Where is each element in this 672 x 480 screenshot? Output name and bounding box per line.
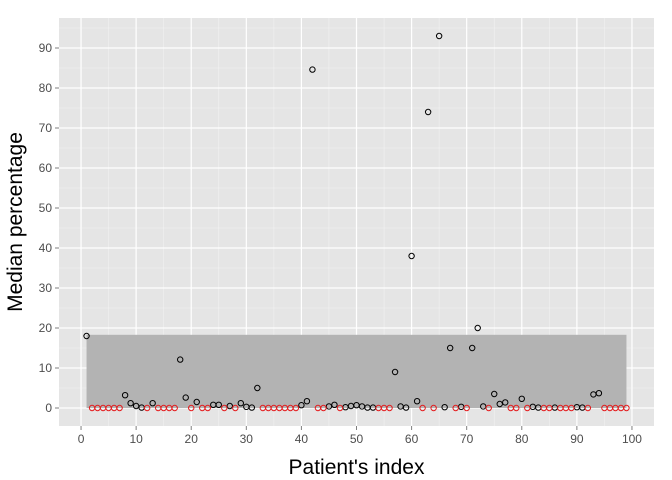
x-tick-label: 60 [405,432,419,446]
data-point [132,402,140,410]
data-point [232,404,239,412]
data-point [336,404,344,412]
data-point [402,404,410,411]
y-tick-label: 30 [39,281,53,295]
data-point [298,402,305,409]
x-tick-label: 70 [460,432,474,446]
data-point [237,400,245,407]
data-point [83,332,90,340]
y-tick-label: 20 [39,321,53,335]
data-point [221,404,228,412]
data-point [468,344,476,352]
data-point [386,404,393,412]
data-point [143,404,151,412]
data-point [325,403,333,410]
x-axis-title: Patient's index [289,456,425,479]
x-tick-label: 30 [240,432,254,446]
data-point [331,401,338,408]
y-tick-label: 80 [39,81,53,95]
x-tick-label: 10 [129,432,143,446]
y-tick-label: 40 [39,241,53,255]
data-point [446,344,454,352]
data-point [568,404,575,412]
data-point [116,404,123,412]
data-point [502,399,509,406]
data-point [127,400,134,407]
y-tick-label: 50 [39,201,53,215]
y-tick-label: 90 [39,41,53,55]
x-axis: 0 10 20 30 40 50 60 70 80 90 100 [78,426,642,446]
data-point [171,404,178,412]
data-point [419,404,426,412]
data-points [83,32,630,412]
data-point [248,404,256,411]
x-tick-label: 90 [570,432,584,446]
data-point [513,404,520,412]
x-tick-label: 0 [78,432,85,446]
data-point [226,402,233,410]
data-point [623,404,630,412]
y-axis: 0 10 20 30 40 50 60 70 80 90 [39,41,59,415]
data-point [121,392,129,399]
data-point [491,390,498,398]
data-point [595,390,603,397]
x-tick-label: 40 [295,432,309,446]
data-point [518,395,525,402]
data-point [193,398,200,406]
data-point [485,404,492,412]
data-point [546,404,553,412]
data-point [149,400,156,407]
data-point [177,356,184,363]
y-tick-label: 70 [39,121,53,135]
x-tick-label: 100 [622,432,642,446]
data-point [391,368,399,376]
y-axis-title: Median percentage [4,132,27,312]
data-point [441,404,448,411]
data-point [424,108,432,116]
x-tick-label: 20 [185,432,199,446]
data-point [408,252,415,260]
data-point [413,398,421,405]
data-point [435,32,443,40]
data-point [292,404,300,412]
data-point [496,400,503,408]
x-tick-label: 80 [515,432,529,446]
data-point [463,404,470,412]
data-point [584,404,592,412]
data-point [320,404,327,412]
data-point [303,398,311,405]
data-point [215,401,222,408]
data-point [452,404,459,412]
data-point [524,404,531,412]
y-tick-label: 10 [39,361,53,375]
data-point [474,324,481,332]
data-point [204,404,211,412]
x-tick-label: 50 [350,432,364,446]
data-point [182,394,189,401]
shaded-band [86,334,627,408]
y-tick-label: 0 [45,401,52,415]
data-point [254,384,261,392]
y-tick-label: 60 [39,161,53,175]
data-point [188,404,195,412]
data-point [480,403,487,410]
data-point [430,404,437,412]
data-point [309,66,316,73]
